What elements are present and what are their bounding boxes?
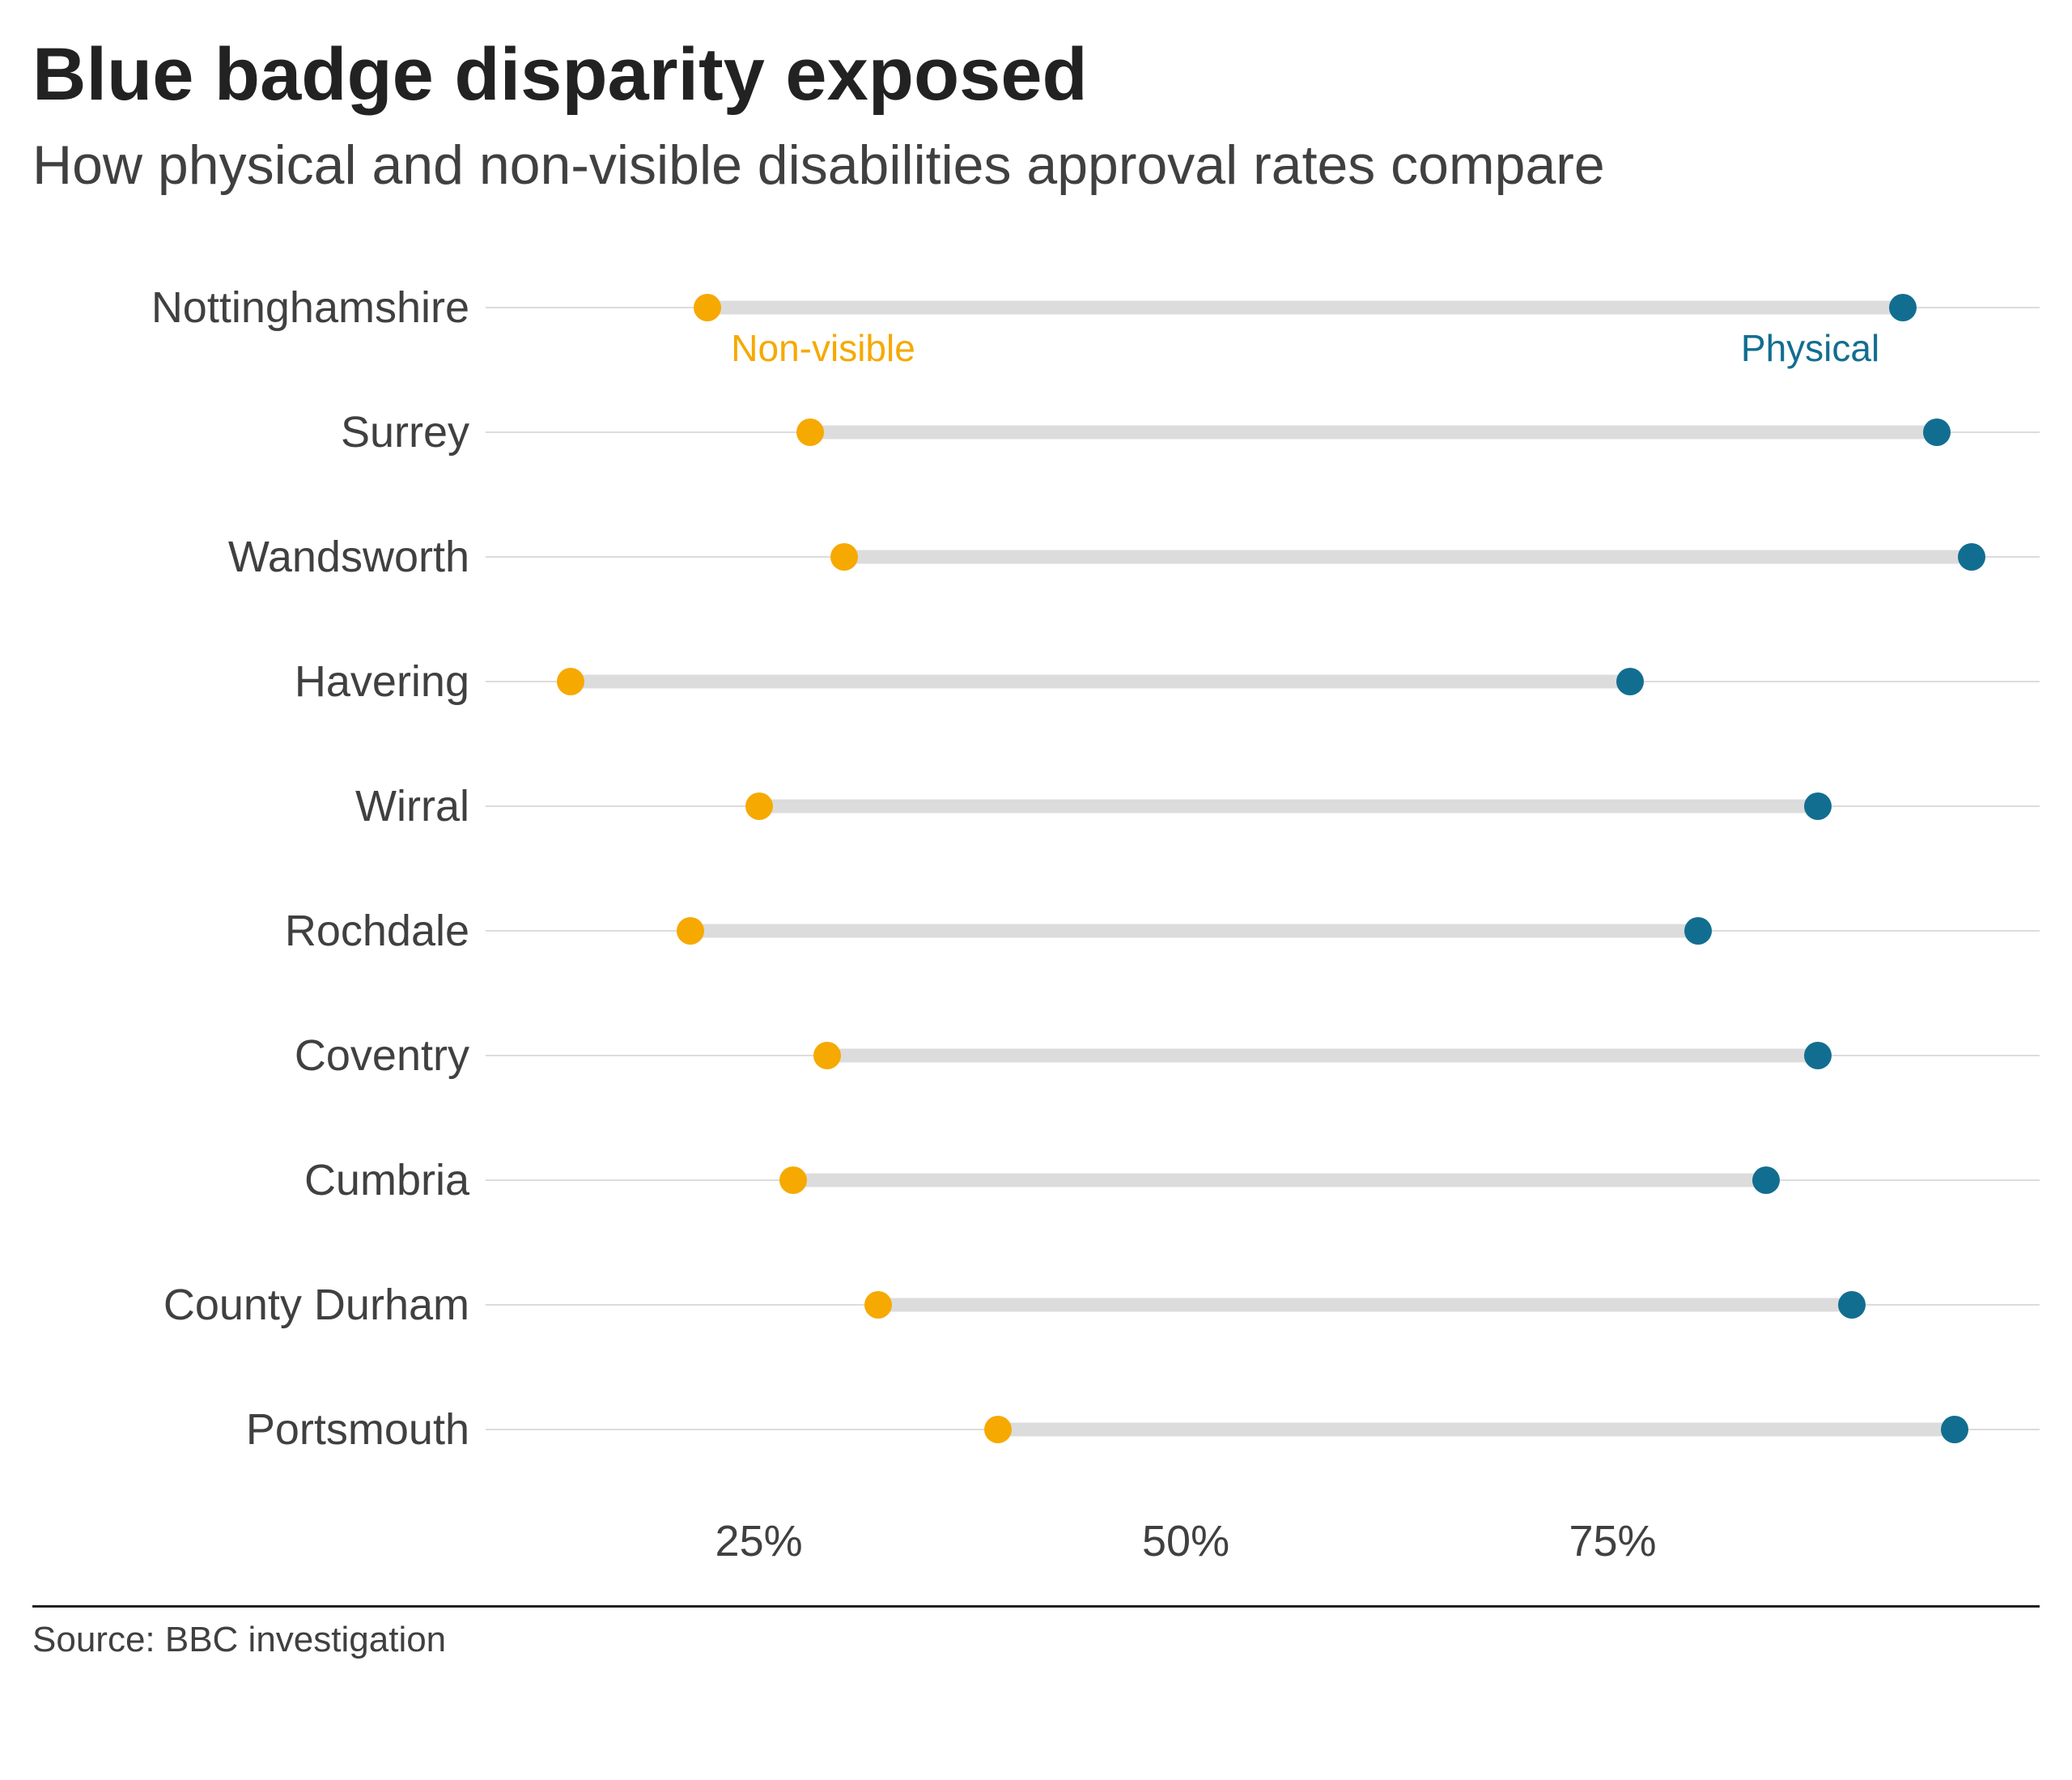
row-track [486,495,2040,619]
dot-physical [1889,294,1917,321]
row-label: Wirral [32,781,486,831]
x-axis-track: 25% 50% 75% [486,1492,2040,1573]
dot-non-visible [677,917,704,945]
x-axis-spacer [32,1492,486,1573]
chart-row: Wandsworth [32,495,2040,619]
chart-container: Blue badge disparity exposed How physica… [0,0,2072,1780]
row-track [486,869,2040,993]
dot-non-visible [864,1291,892,1319]
row-label: Portsmouth [32,1404,486,1455]
row-track [486,1243,2040,1367]
row-label: Surrey [32,407,486,457]
connector-bar [690,924,1698,938]
row-track [486,1367,2040,1492]
legend-non-visible: Non-visible [731,326,915,370]
chart-plot-area: Nottinghamshire Non-visible Physical Surrey… [32,245,2040,1492]
dot-non-visible [984,1416,1012,1443]
chart-row: Cumbria [32,1118,2040,1243]
dot-physical [1616,668,1644,695]
dot-non-visible [813,1042,841,1069]
chart-row: Coventry [32,993,2040,1118]
row-track: Non-visible Physical [486,245,2040,370]
x-tick-label: 50% [1142,1516,1229,1566]
row-track [486,619,2040,744]
chart-row: Havering [32,619,2040,744]
chart-row: Surrey [32,370,2040,495]
dot-physical [1923,418,1951,446]
dot-non-visible [779,1166,807,1194]
chart-title: Blue badge disparity exposed [32,32,2040,117]
connector-bar [810,426,1938,440]
x-tick-label: 75% [1569,1516,1656,1566]
chart-row: Rochdale [32,869,2040,993]
dot-physical [1804,792,1832,820]
dot-non-visible [830,543,858,571]
row-track [486,744,2040,869]
dot-physical [1941,1416,1968,1443]
row-label: County Durham [32,1280,486,1330]
chart-subtitle: How physical and non-visible disabilitie… [32,134,2040,197]
source-text: Source: BBC investigation [32,1620,2040,1660]
connector-bar [878,1298,1852,1312]
legend-physical: Physical [1741,326,1879,370]
row-label: Havering [32,656,486,707]
dot-physical [1958,543,1985,571]
connector-bar [844,550,1972,564]
chart-row: Wirral [32,744,2040,869]
row-label: Coventry [32,1030,486,1081]
connector-bar [998,1423,1955,1437]
footer-rule [32,1605,2040,1608]
row-track [486,993,2040,1118]
connector-bar [759,800,1818,814]
dot-physical [1838,1291,1866,1319]
dot-physical [1804,1042,1832,1069]
row-label: Rochdale [32,906,486,956]
connector-bar [571,675,1629,689]
row-track [486,1118,2040,1243]
row-label: Nottinghamshire [32,283,486,333]
connector-bar [707,301,1903,315]
x-tick-label: 25% [715,1516,803,1566]
dot-non-visible [745,792,773,820]
chart-row: Portsmouth [32,1367,2040,1492]
dot-non-visible [557,668,584,695]
chart-row: Nottinghamshire Non-visible Physical [32,245,2040,370]
row-track [486,370,2040,495]
row-label: Wandsworth [32,532,486,582]
connector-bar [793,1174,1767,1187]
dot-physical [1684,917,1712,945]
dot-non-visible [796,418,824,446]
dot-physical [1752,1166,1780,1194]
dot-non-visible [694,294,721,321]
chart-row: County Durham [32,1243,2040,1367]
x-axis: 25% 50% 75% [32,1492,2040,1573]
connector-bar [827,1049,1818,1063]
row-label: Cumbria [32,1155,486,1205]
